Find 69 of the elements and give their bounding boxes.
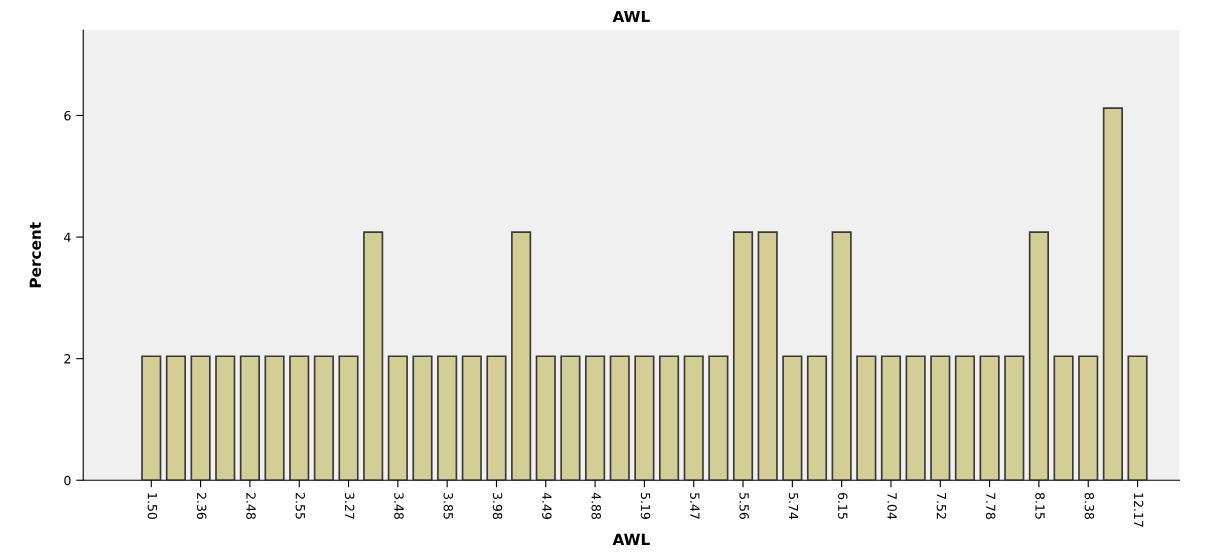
x-tick-label: 2.55	[295, 492, 306, 519]
x-tick-label: 4.49	[542, 492, 552, 519]
bar	[979, 355, 1000, 481]
x-tick-label: 7.78	[985, 493, 996, 520]
bar	[215, 355, 236, 481]
bar	[1102, 107, 1123, 481]
bar	[856, 355, 877, 481]
x-tick-label: 5.19	[640, 493, 651, 519]
bar	[338, 355, 359, 481]
bar	[905, 355, 926, 481]
x-tick-label: 12.17	[1134, 493, 1144, 527]
chart-title: AWL	[612, 10, 650, 23]
x-tick-label: 3.48	[394, 493, 404, 520]
bar	[511, 231, 532, 481]
y-axis-title: Percent	[29, 222, 42, 288]
bar	[954, 355, 976, 481]
bar	[1053, 355, 1074, 481]
bar	[757, 231, 778, 481]
bar	[313, 355, 334, 481]
y-tick-label: 6	[64, 110, 71, 121]
x-tick-label: 5.74	[788, 493, 799, 520]
x-tick-label: 6.15	[838, 492, 848, 519]
bar	[732, 231, 754, 481]
bar	[190, 355, 211, 481]
bar	[412, 355, 433, 481]
bar	[880, 355, 902, 481]
x-tick-label: 3.85	[443, 493, 453, 519]
bar	[806, 355, 828, 481]
bar	[1028, 231, 1050, 481]
x-tick-label: 7.52	[936, 493, 947, 519]
x-tick-label: 4.88	[591, 492, 601, 520]
x-tick-label: 2.48	[246, 492, 256, 520]
bar	[634, 355, 655, 481]
bar	[535, 355, 556, 481]
bar	[141, 355, 162, 481]
bar	[782, 355, 803, 481]
bar	[289, 355, 310, 481]
bar	[461, 355, 482, 481]
x-tick-label: 3.98	[492, 493, 503, 520]
bar	[486, 355, 507, 481]
x-tick-label: 1.50	[147, 493, 158, 520]
x-tick-label: 2.36	[196, 492, 207, 520]
y-tick-label: 0	[64, 475, 71, 486]
bar	[585, 355, 606, 481]
bar	[683, 355, 704, 481]
x-tick-label: 3.27	[344, 493, 355, 519]
bar	[387, 355, 408, 481]
x-axis-title: AWL	[612, 533, 650, 545]
bar	[264, 355, 285, 481]
bar	[437, 355, 458, 481]
x-tick-label: 5.56	[739, 493, 749, 520]
y-tick-label: 4	[64, 232, 71, 242]
bar	[165, 355, 187, 481]
x-tick-label: 8.15	[1035, 492, 1045, 519]
x-tick-label: 7.04	[887, 493, 897, 520]
bar	[560, 355, 581, 481]
bar	[1078, 355, 1099, 481]
x-tick-label: 8.38	[1084, 492, 1095, 520]
bar	[930, 355, 951, 481]
bar	[1127, 355, 1148, 481]
bar	[1004, 355, 1025, 481]
bar	[363, 231, 384, 481]
x-tick-label: 5.47	[690, 493, 700, 519]
bar	[831, 231, 852, 481]
y-tick-label: 2	[64, 354, 71, 364]
bar	[239, 355, 260, 481]
bar	[609, 355, 630, 481]
bar	[708, 355, 729, 481]
bar	[658, 355, 680, 481]
